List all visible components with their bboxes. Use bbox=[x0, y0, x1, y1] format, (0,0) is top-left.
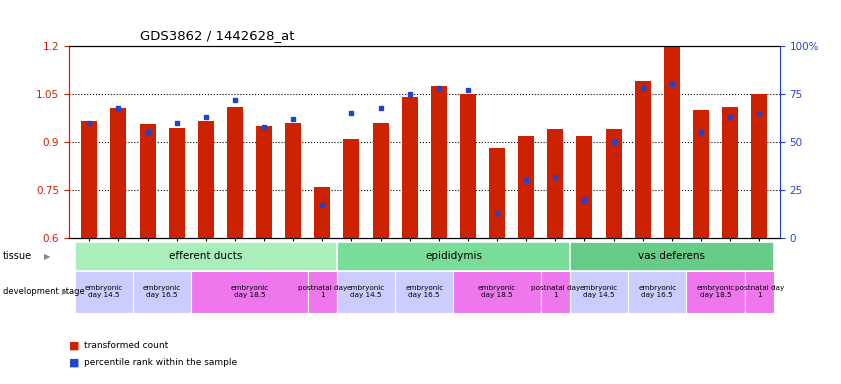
Text: embryonic
day 14.5: embryonic day 14.5 bbox=[346, 285, 385, 298]
Bar bbox=[82, 121, 98, 238]
Bar bbox=[75, 271, 133, 313]
Text: percentile rank within the sample: percentile rank within the sample bbox=[84, 358, 237, 367]
Bar bbox=[285, 123, 301, 238]
Text: vas deferens: vas deferens bbox=[638, 251, 706, 262]
Bar bbox=[257, 126, 272, 238]
Bar bbox=[133, 271, 191, 313]
Bar bbox=[489, 149, 505, 238]
Text: ■: ■ bbox=[69, 341, 79, 351]
Bar bbox=[337, 242, 570, 271]
Bar bbox=[541, 271, 570, 313]
Bar bbox=[337, 271, 395, 313]
Bar bbox=[315, 187, 331, 238]
Bar bbox=[191, 271, 308, 313]
Bar bbox=[576, 136, 592, 238]
Bar bbox=[110, 109, 126, 238]
Bar bbox=[343, 139, 359, 238]
Text: embryonic
day 18.5: embryonic day 18.5 bbox=[230, 285, 268, 298]
Bar bbox=[227, 107, 243, 238]
Bar bbox=[664, 46, 680, 238]
Text: ▶: ▶ bbox=[62, 287, 69, 296]
Bar bbox=[744, 271, 774, 313]
Text: ■: ■ bbox=[69, 358, 79, 368]
Text: embryonic
day 14.5: embryonic day 14.5 bbox=[580, 285, 618, 298]
Text: postnatal day
1: postnatal day 1 bbox=[734, 285, 784, 298]
Text: embryonic
day 16.5: embryonic day 16.5 bbox=[638, 285, 676, 298]
Bar bbox=[373, 123, 389, 238]
Bar bbox=[460, 94, 476, 238]
Text: postnatal day
1: postnatal day 1 bbox=[531, 285, 580, 298]
Text: epididymis: epididymis bbox=[425, 251, 482, 262]
Text: embryonic
day 14.5: embryonic day 14.5 bbox=[85, 285, 123, 298]
Bar bbox=[570, 242, 774, 271]
Bar bbox=[547, 129, 563, 238]
Text: postnatal day
1: postnatal day 1 bbox=[298, 285, 347, 298]
Bar bbox=[693, 110, 709, 238]
Text: ▶: ▶ bbox=[44, 252, 50, 261]
Bar bbox=[686, 271, 744, 313]
Text: tissue: tissue bbox=[3, 251, 32, 261]
Bar bbox=[628, 271, 686, 313]
Text: development stage: development stage bbox=[3, 287, 84, 296]
Bar bbox=[635, 81, 651, 238]
Text: transformed count: transformed count bbox=[84, 341, 168, 350]
Text: GDS3862 / 1442628_at: GDS3862 / 1442628_at bbox=[140, 29, 294, 42]
Text: embryonic
day 16.5: embryonic day 16.5 bbox=[143, 285, 182, 298]
Bar bbox=[570, 271, 628, 313]
Bar bbox=[751, 94, 767, 238]
Bar bbox=[402, 97, 418, 238]
Bar bbox=[308, 271, 337, 313]
Bar bbox=[395, 271, 453, 313]
Text: embryonic
day 18.5: embryonic day 18.5 bbox=[696, 285, 735, 298]
Bar bbox=[453, 271, 541, 313]
Bar bbox=[198, 121, 214, 238]
Bar bbox=[169, 127, 185, 238]
Text: efferent ducts: efferent ducts bbox=[169, 251, 242, 262]
Bar bbox=[518, 136, 534, 238]
Bar bbox=[75, 242, 337, 271]
Bar bbox=[606, 129, 621, 238]
Bar bbox=[431, 86, 447, 238]
Bar bbox=[722, 107, 738, 238]
Bar bbox=[140, 124, 156, 238]
Text: embryonic
day 16.5: embryonic day 16.5 bbox=[405, 285, 443, 298]
Text: embryonic
day 18.5: embryonic day 18.5 bbox=[478, 285, 516, 298]
